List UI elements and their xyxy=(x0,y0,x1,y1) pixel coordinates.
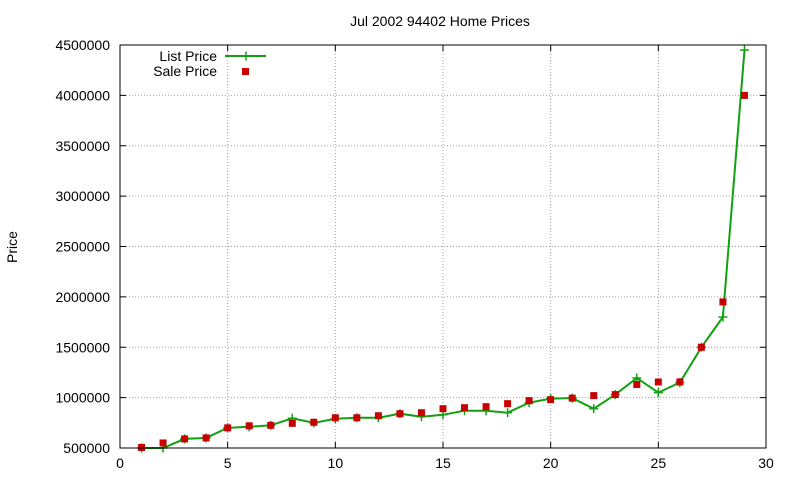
list-price-point xyxy=(503,408,513,418)
sale-price-point xyxy=(374,412,382,420)
sale-price-point xyxy=(719,298,727,306)
sale-price-point xyxy=(697,343,705,351)
list-price-point xyxy=(589,404,599,414)
sale-price-point xyxy=(740,91,748,99)
sale-price-point xyxy=(654,378,662,386)
x-tick-label: 25 xyxy=(651,455,667,471)
y-tick-label: 1000000 xyxy=(55,390,110,406)
y-tick-label: 500000 xyxy=(63,440,110,456)
x-tick-label: 30 xyxy=(758,455,774,471)
x-tick-label: 15 xyxy=(435,455,451,471)
sale-price-point xyxy=(331,414,339,422)
sale-price-point xyxy=(288,419,296,427)
sale-price-point xyxy=(310,418,318,426)
sale-price-point xyxy=(525,397,533,405)
x-tick-label: 20 xyxy=(543,455,559,471)
x-tick-label: 5 xyxy=(224,455,232,471)
y-tick-label: 3500000 xyxy=(55,138,110,154)
legend-marker-list-price xyxy=(241,51,251,61)
y-tick-label: 2000000 xyxy=(55,289,110,305)
x-tick-label: 10 xyxy=(328,455,344,471)
sale-price-point xyxy=(461,404,469,412)
legend-label-list-price: List Price xyxy=(159,48,217,64)
data-series xyxy=(137,45,749,453)
x-tick-label: 0 xyxy=(116,455,124,471)
list-price-point xyxy=(739,45,749,55)
grid xyxy=(120,45,766,448)
legend-label-sale-price: Sale Price xyxy=(153,63,217,79)
list-price-point xyxy=(653,388,663,398)
list-price-point xyxy=(718,312,728,322)
axis-ticks: 0 5 10 15 20 25 30 500000 1000000 1500000 2000000 2… xyxy=(55,37,774,471)
legend-marker-sale-price xyxy=(242,68,249,75)
sale-price-point xyxy=(676,378,684,386)
y-tick-label: 1500000 xyxy=(55,339,110,355)
y-tick-label: 2500000 xyxy=(55,239,110,255)
sale-price-point xyxy=(267,421,275,429)
y-tick-label: 4000000 xyxy=(55,87,110,103)
sale-price-point xyxy=(396,410,404,418)
sale-price-point xyxy=(504,400,512,408)
sale-price-point xyxy=(224,424,232,432)
y-axis-label: Price xyxy=(4,231,20,263)
list-price-point xyxy=(632,373,642,383)
sale-price-point xyxy=(181,435,189,443)
sale-price-point xyxy=(417,409,425,417)
sale-price-point xyxy=(353,414,361,422)
y-tick-label: 4500000 xyxy=(55,37,110,53)
sale-price-point xyxy=(611,391,619,399)
sale-price-point xyxy=(439,405,447,413)
legend: List Price Sale Price xyxy=(153,48,266,79)
sale-price-point xyxy=(159,439,167,447)
sale-price-point xyxy=(482,403,490,411)
chart-title: Jul 2002 94402 Home Prices xyxy=(350,13,530,29)
sale-price-point xyxy=(633,381,641,389)
sale-price-point xyxy=(138,443,146,451)
sale-price-point xyxy=(245,422,253,430)
sale-price-point xyxy=(202,434,210,442)
sale-price-point xyxy=(547,396,555,404)
plot-frame xyxy=(119,44,767,449)
sale-price-point xyxy=(590,392,598,400)
y-tick-label: 3000000 xyxy=(55,188,110,204)
sale-price-point xyxy=(568,394,576,402)
